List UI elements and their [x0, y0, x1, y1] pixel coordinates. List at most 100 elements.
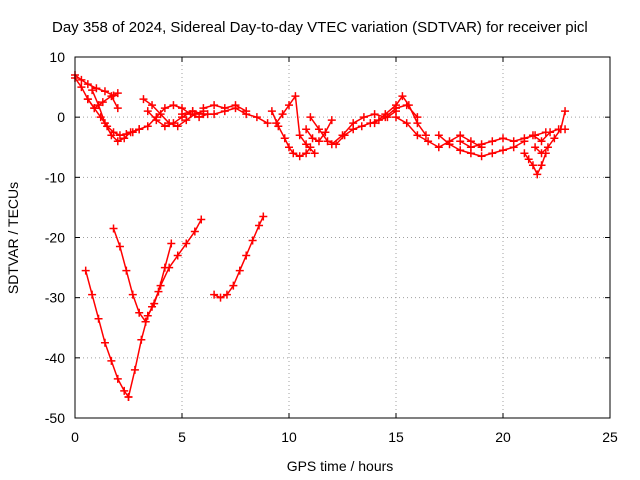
data-point-marker: [314, 125, 323, 134]
data-point-marker: [190, 227, 199, 236]
data-point-marker: [477, 152, 486, 161]
data-point-marker: [404, 101, 413, 110]
data-point-marker: [242, 251, 251, 260]
data-point-marker: [561, 107, 570, 116]
data-point-marker: [295, 152, 304, 161]
data-point-marker: [509, 137, 518, 146]
data-point-marker: [222, 290, 231, 299]
x-tick-label: 10: [281, 429, 297, 445]
data-point-marker: [424, 137, 433, 146]
data-point-marker: [272, 119, 281, 128]
data-point-marker: [120, 134, 129, 143]
data-point-marker: [160, 104, 169, 113]
data-point-marker: [413, 131, 422, 140]
data-point-marker: [323, 137, 332, 146]
data-point-marker: [182, 116, 191, 125]
data-point-marker: [143, 107, 152, 116]
data-point-marker: [306, 113, 315, 122]
series-arc-drop-A: [81, 266, 133, 401]
data-point-marker: [126, 128, 135, 137]
series-arc-8h: [210, 212, 268, 302]
y-tick-label: 0: [57, 109, 65, 125]
data-point-marker: [210, 110, 219, 119]
data-point-marker: [456, 137, 465, 146]
data-point-marker: [302, 125, 311, 134]
data-point-marker: [533, 170, 542, 179]
series-arc-rise-B: [141, 239, 176, 326]
data-point-marker: [398, 92, 407, 101]
data-point-marker: [94, 314, 103, 323]
y-tick-label: -50: [45, 410, 65, 426]
data-point-marker: [520, 149, 529, 158]
data-point-marker: [113, 374, 122, 383]
x-tick-label: 25: [602, 429, 618, 445]
data-point-marker: [148, 101, 157, 110]
data-point-marker: [156, 110, 165, 119]
data-point-marker: [173, 251, 182, 260]
data-point-marker: [285, 143, 293, 152]
data-point-marker: [169, 119, 178, 128]
x-tick-label: 5: [178, 429, 186, 445]
data-point-marker: [135, 125, 144, 134]
data-point-marker: [77, 83, 86, 92]
data-point-marker: [537, 149, 546, 158]
data-point-marker: [139, 95, 148, 104]
data-point-marker: [242, 107, 251, 116]
series-arc-21-23h: [531, 107, 570, 158]
data-point-marker: [107, 356, 116, 365]
data-point-marker: [308, 134, 317, 143]
series-arc-main-upper: [71, 71, 122, 100]
data-point-marker: [499, 146, 507, 155]
x-tick-label: 15: [388, 429, 404, 445]
data-point-marker: [285, 101, 293, 110]
axis-ticks: [74, 56, 611, 419]
data-point-marker: [561, 125, 570, 134]
data-point-marker: [235, 266, 244, 275]
y-tick-label: -30: [45, 290, 65, 306]
data-point-marker: [143, 122, 152, 131]
data-point-marker: [537, 137, 546, 146]
series-arc-loop-c: [83, 92, 122, 113]
data-point-marker: [90, 104, 99, 113]
data-point-marker: [267, 107, 276, 116]
data-point-marker: [327, 140, 336, 149]
data-point-marker: [81, 266, 90, 275]
data-point-marker: [528, 131, 537, 140]
data-point-marker: [413, 119, 422, 128]
data-point-marker: [402, 119, 411, 128]
data-point-marker: [124, 392, 133, 401]
data-point-marker: [195, 113, 204, 122]
data-point-marker: [160, 122, 169, 131]
data-point-marker: [83, 80, 92, 89]
data-point-marker: [302, 149, 311, 158]
data-point-marker: [381, 110, 390, 119]
data-point-marker: [488, 149, 497, 158]
y-tick-label: -10: [45, 169, 65, 185]
data-point-marker: [160, 263, 169, 272]
data-point-marker: [115, 131, 124, 140]
data-point-marker: [546, 128, 555, 137]
data-point-marker: [188, 107, 197, 116]
series-arc-21-22h: [520, 149, 550, 179]
x-axis-label: GPS time / hours: [287, 458, 394, 474]
data-point-marker: [314, 137, 323, 146]
data-point-marker: [77, 75, 86, 84]
data-point-marker: [280, 134, 289, 143]
data-point-marker: [248, 236, 257, 245]
series-arc-17-21h: [434, 131, 529, 161]
data-point-marker: [113, 137, 122, 146]
data-point-marker: [392, 113, 400, 122]
data-point-marker: [289, 149, 298, 158]
data-point-marker: [128, 290, 137, 299]
series-arc-4-6h: [143, 107, 197, 131]
data-point-marker: [338, 131, 347, 140]
data-point-marker: [531, 143, 540, 152]
data-point-marker: [115, 242, 124, 251]
data-point-marker: [477, 140, 486, 149]
data-point-marker: [302, 140, 311, 149]
data-point-marker: [259, 212, 268, 221]
y-tick-label: -40: [45, 350, 65, 366]
x-tick-label: 20: [495, 429, 511, 445]
data-point-marker: [137, 335, 146, 344]
